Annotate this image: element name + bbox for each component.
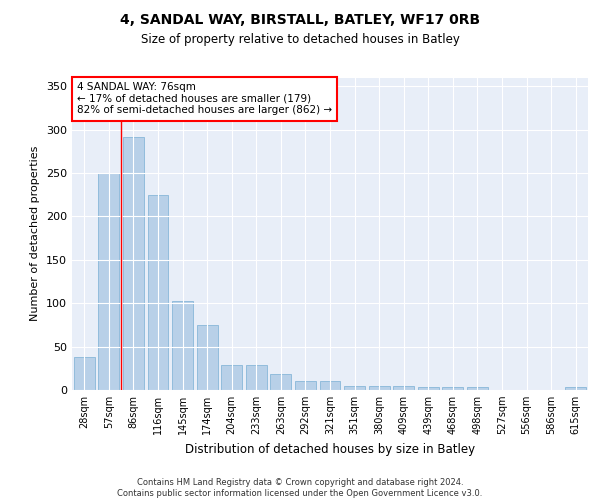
Text: 4, SANDAL WAY, BIRSTALL, BATLEY, WF17 0RB: 4, SANDAL WAY, BIRSTALL, BATLEY, WF17 0R…	[120, 12, 480, 26]
Bar	[442, 388, 463, 390]
Bar	[467, 388, 488, 390]
Bar	[320, 382, 340, 390]
Y-axis label: Number of detached properties: Number of detached properties	[31, 146, 40, 322]
Bar	[197, 325, 218, 390]
Bar	[98, 173, 119, 390]
Text: Contains HM Land Registry data © Crown copyright and database right 2024.
Contai: Contains HM Land Registry data © Crown c…	[118, 478, 482, 498]
Text: 4 SANDAL WAY: 76sqm
← 17% of detached houses are smaller (179)
82% of semi-detac: 4 SANDAL WAY: 76sqm ← 17% of detached ho…	[77, 82, 332, 116]
Bar	[418, 388, 439, 390]
Bar	[221, 365, 242, 390]
Bar	[172, 300, 193, 390]
Bar	[123, 136, 144, 390]
Text: Size of property relative to detached houses in Batley: Size of property relative to detached ho…	[140, 32, 460, 46]
Bar	[271, 374, 292, 390]
Bar	[344, 386, 365, 390]
Bar	[74, 357, 95, 390]
Bar	[368, 386, 389, 390]
X-axis label: Distribution of detached houses by size in Batley: Distribution of detached houses by size …	[185, 442, 475, 456]
Bar	[565, 388, 586, 390]
Bar	[246, 365, 267, 390]
Bar	[148, 194, 169, 390]
Bar	[393, 386, 414, 390]
Bar	[295, 382, 316, 390]
